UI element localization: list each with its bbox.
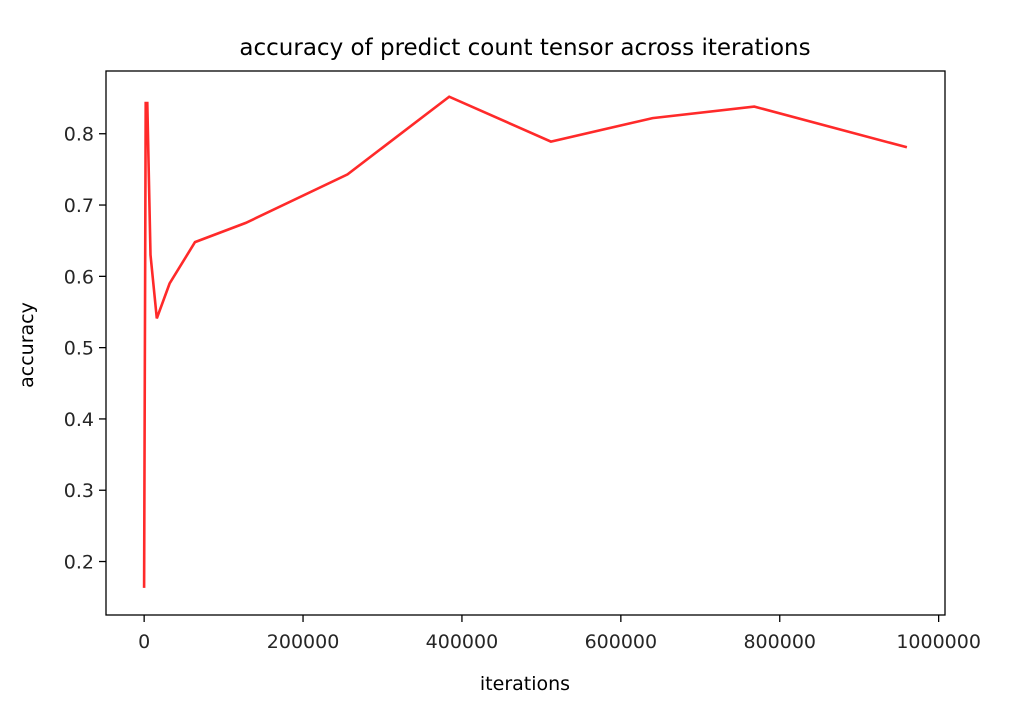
y-tick-label: 0.3 (64, 480, 94, 502)
plot-frame (105, 70, 946, 616)
chart-title: accuracy of predict count tensor across … (239, 35, 810, 61)
x-tick-label: 0 (138, 631, 150, 653)
x-axis-label: iterations (480, 673, 570, 695)
y-axis: 0.2 0.3 0.4 0.5 0.6 0.7 0.8 (64, 124, 106, 574)
x-tick-label: 800000 (743, 631, 816, 653)
y-tick-label: 0.4 (64, 409, 94, 431)
x-axis: 0 200000 400000 600000 800000 1000000 (138, 615, 981, 653)
y-tick-label: 0.5 (64, 338, 94, 360)
y-axis-label: accuracy (16, 302, 38, 388)
y-tick-label: 0.7 (64, 195, 94, 217)
y-tick-label: 0.2 (64, 552, 94, 574)
x-tick-label: 1000000 (896, 631, 981, 653)
x-tick-label: 600000 (585, 631, 658, 653)
series-line-0 (142, 95, 908, 588)
x-tick-label: 400000 (426, 631, 499, 653)
y-tick-label: 0.6 (64, 266, 94, 288)
y-tick-label: 0.8 (64, 124, 94, 146)
x-tick-label: 200000 (267, 631, 340, 653)
plot-area (105, 70, 946, 616)
